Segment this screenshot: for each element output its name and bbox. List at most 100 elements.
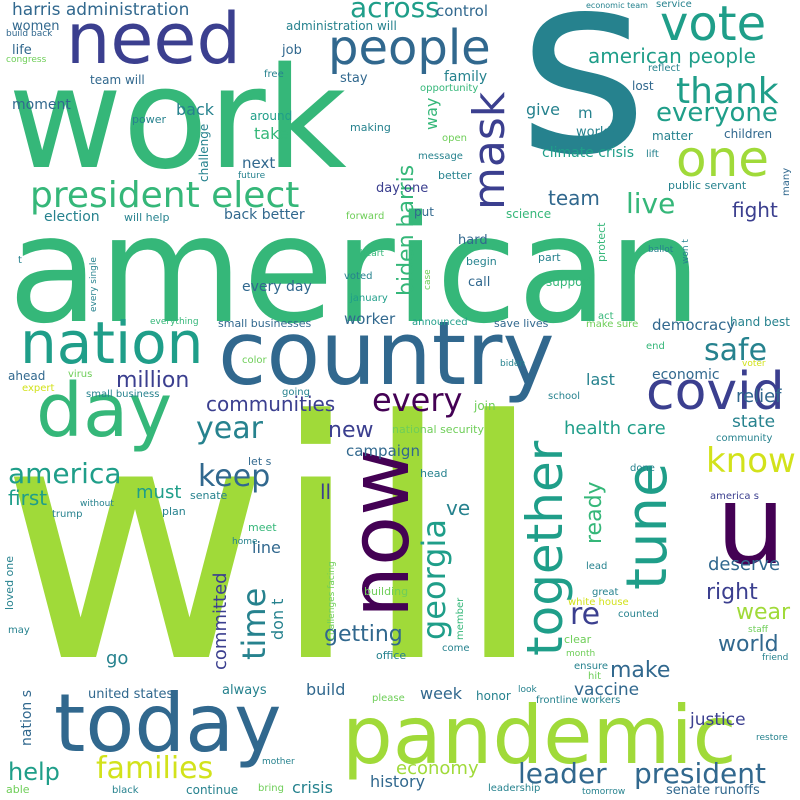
word-everything: everything: [150, 317, 199, 327]
word-bring: bring: [258, 783, 284, 794]
word-month: month: [566, 649, 596, 659]
word-open: open: [442, 133, 467, 144]
word-give: give: [526, 100, 560, 119]
word-families: families: [96, 751, 214, 786]
word-moment: moment: [12, 97, 71, 113]
word-congress: congress: [6, 55, 47, 65]
word-let-s: let s: [248, 455, 272, 468]
word-support: support: [546, 275, 593, 289]
word-friend: friend: [762, 653, 789, 663]
word-every-single: every single: [89, 257, 99, 312]
word-reflect: reflect: [648, 63, 680, 74]
word-know: know: [706, 441, 796, 481]
word-work: work: [8, 38, 347, 201]
word-climate-crisis: climate crisis: [542, 145, 635, 161]
word-won-t: won t: [681, 239, 691, 264]
word-without: without: [80, 499, 114, 509]
word-million: million: [116, 368, 190, 393]
word-safe: safe: [704, 333, 768, 368]
word-end: end: [646, 341, 665, 352]
word-job: job: [282, 43, 302, 58]
word-school: school: [548, 391, 581, 402]
word-one: one: [676, 130, 770, 188]
word-georgia: georgia: [415, 519, 453, 640]
word-announced: announced: [412, 317, 468, 328]
word-restore: restore: [756, 733, 788, 743]
word-make-sure: make sure: [586, 319, 639, 330]
word-heart: heart: [360, 249, 384, 259]
word-live: live: [626, 187, 676, 220]
word-best: best: [764, 315, 790, 329]
word-head: head: [420, 467, 448, 480]
word-future: future: [238, 171, 266, 181]
word-small-business: small business: [86, 389, 160, 400]
word-office: office: [376, 649, 407, 662]
word-america: america: [8, 457, 122, 490]
word-justice: justice: [690, 710, 746, 730]
word-democracy: democracy: [652, 316, 736, 334]
word-way: way: [422, 97, 441, 130]
word-first: first: [8, 486, 48, 510]
word-history: history: [370, 772, 426, 791]
word-act: act: [598, 311, 614, 322]
word-frontline-workers: frontline workers: [536, 695, 621, 706]
word-communities: communities: [206, 392, 336, 416]
word-thank: thank: [676, 71, 779, 112]
word-american-people: american people: [588, 44, 756, 68]
word-state: state: [732, 412, 776, 432]
word-hit: hit: [588, 671, 602, 682]
word-message: message: [418, 151, 463, 162]
word-tune: tune: [615, 462, 680, 590]
word-week: week: [420, 684, 463, 703]
word-build: build: [306, 680, 346, 699]
word-across: across: [350, 0, 440, 24]
word-world: world: [718, 632, 779, 657]
word-day-one: day one: [376, 181, 429, 196]
word-virus: virus: [68, 369, 93, 380]
word-color: color: [242, 355, 267, 366]
word-life: life: [12, 43, 32, 58]
word-next: next: [242, 154, 276, 172]
word-january: january: [350, 293, 388, 304]
word-need: need: [66, 0, 241, 80]
word-president-elect: president elect: [30, 175, 300, 216]
word-mother: mother: [262, 757, 295, 767]
word-relief: relief: [736, 386, 782, 407]
word-t: t: [18, 255, 22, 266]
word-look: look: [518, 685, 537, 695]
word-year: year: [196, 411, 263, 446]
word-better: better: [438, 169, 472, 182]
word-senate-runoffs: senate runoffs: [666, 783, 760, 798]
word-control: control: [436, 2, 488, 20]
word-forward: forward: [346, 211, 385, 222]
word-loved-one: loved one: [3, 555, 16, 610]
word-put: put: [414, 205, 434, 219]
word-deserve: deserve: [708, 554, 781, 575]
word-every-day: every day: [242, 279, 312, 295]
word-done: done: [630, 463, 655, 474]
word-people: people: [328, 20, 491, 76]
word-small-businesses: small businesses: [218, 317, 312, 330]
word-power: power: [132, 113, 166, 126]
word-ll: ll: [320, 480, 332, 504]
word-time: time: [235, 587, 273, 660]
word-lost: lost: [632, 79, 654, 93]
word-going: going: [282, 387, 310, 398]
word-together: together: [516, 440, 574, 656]
word-team: team: [548, 186, 600, 210]
word-every: every: [372, 381, 463, 419]
word-working: working: [576, 125, 628, 140]
word-committed: committed: [210, 572, 231, 670]
word-m: m: [578, 104, 593, 122]
word-protect: protect: [595, 222, 608, 262]
word-women: women: [12, 19, 60, 34]
word-honor: honor: [476, 689, 511, 703]
word-fight: fight: [732, 198, 778, 222]
word-team-will: team will: [90, 73, 145, 87]
word-matter: matter: [652, 129, 693, 143]
word-member: member: [455, 597, 466, 640]
word-make: make: [610, 658, 671, 683]
word-s-big: s: [518, 0, 649, 210]
word-lift: lift: [646, 149, 659, 160]
word-trump: trump: [52, 509, 83, 520]
